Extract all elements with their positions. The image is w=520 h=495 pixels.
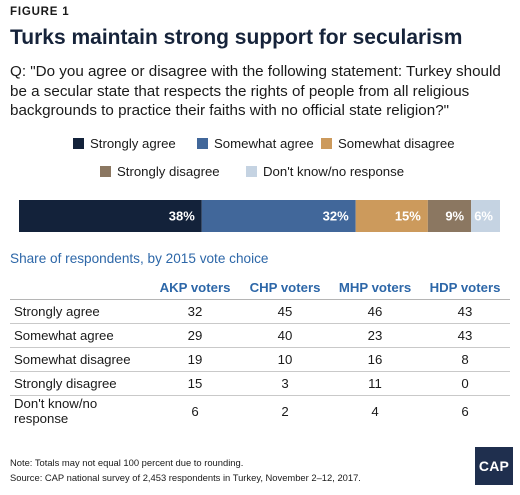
cap-logo: CAP [475, 447, 513, 485]
column-header-chp: CHP voters [249, 279, 321, 295]
legend-item-somewhat-disagree: Somewhat disagree [321, 136, 455, 151]
row-label: Strongly disagree [10, 371, 150, 396]
bar-segment-5 [471, 200, 500, 232]
column-header-akp: AKP voters [159, 279, 231, 295]
legend-swatch [321, 138, 332, 149]
stacked-bar-chart: 38% 32% 15% 9% 6% [19, 200, 500, 232]
legend-swatch [246, 166, 257, 177]
table-cell: 19 [150, 347, 240, 372]
table-cell: 40 [240, 323, 330, 348]
table-cell: 8 [420, 347, 510, 372]
bar-value-label-4: 9% [445, 209, 464, 224]
legend-label: Strongly disagree [117, 164, 220, 179]
legend-label: Somewhat disagree [338, 136, 455, 151]
bar-segment-1 [19, 200, 202, 232]
row-label: Somewhat agree [10, 323, 150, 348]
figure-label: FIGURE 1 [10, 6, 70, 18]
vote-choice-table: AKP voters CHP voters MHP voters HDP vot… [10, 275, 510, 426]
table-cell: 16 [330, 347, 420, 372]
row-label: Somewhat disagree [10, 347, 150, 372]
legend-item-strongly-agree: Strongly agree [73, 136, 176, 151]
chart-title: Turks maintain strong support for secula… [10, 26, 463, 49]
bar-segment-2 [201, 200, 356, 232]
table-cell: 0 [420, 371, 510, 396]
table-cell: 6 [420, 395, 510, 426]
note-text: Note: Totals may not equal 100 percent d… [10, 457, 244, 468]
row-label: Strongly agree [10, 299, 150, 324]
legend-label: Somewhat agree [214, 136, 314, 151]
legend-swatch [73, 138, 84, 149]
table-cell: 2 [240, 395, 330, 426]
legend-item-strongly-disagree: Strongly disagree [100, 164, 220, 179]
table-cell: 46 [330, 299, 420, 324]
table-row: Strongly disagree 15 3 11 0 [10, 371, 510, 396]
survey-question: Q: "Do you agree or disagree with the fo… [10, 63, 501, 119]
table-cell: 10 [240, 347, 330, 372]
table-cell: 11 [330, 371, 420, 396]
legend-label: Strongly agree [90, 136, 176, 151]
table-cell: 4 [330, 395, 420, 426]
table-row: Somewhat agree 29 40 23 43 [10, 323, 510, 348]
bar-segment-4 [427, 200, 472, 232]
table-row: Strongly agree 32 45 46 43 [10, 299, 510, 324]
table-cell: 29 [150, 323, 240, 348]
legend-swatch [100, 166, 111, 177]
row-label: Don't know/no response [10, 395, 150, 426]
table-row: Don't know/no response 6 2 4 6 [10, 395, 510, 426]
table-header-row: AKP voters CHP voters MHP voters HDP vot… [10, 275, 510, 300]
bar-segment-3 [355, 200, 428, 232]
bar-value-label-1: 38% [169, 209, 195, 224]
table-subtitle: Share of respondents, by 2015 vote choic… [10, 251, 269, 266]
bar-value-label-2: 32% [323, 209, 349, 224]
table-cell: 43 [420, 299, 510, 324]
source-text: Source: CAP national survey of 2,453 res… [10, 471, 361, 483]
column-header-mhp: MHP voters [338, 279, 412, 295]
table-cell: 3 [240, 371, 330, 396]
table-cell: 32 [150, 299, 240, 324]
legend-label: Don't know/no response [263, 164, 405, 179]
table-cell: 23 [330, 323, 420, 348]
table-corner [10, 275, 150, 300]
table-cell: 45 [240, 299, 330, 324]
bar-value-label-5: 6% [474, 209, 493, 224]
column-header-hdp: HDP voters [429, 279, 501, 295]
legend-item-somewhat-agree: Somewhat agree [197, 136, 314, 151]
table-cell: 15 [150, 371, 240, 396]
legend-swatch [197, 138, 208, 149]
footnotes: Note: Totals may not equal 100 percent d… [10, 456, 361, 485]
table-cell: 43 [420, 323, 510, 348]
legend-item-dont-know: Don't know/no response [246, 164, 404, 179]
bar-value-label-3: 15% [395, 209, 421, 224]
table-cell: 6 [150, 395, 240, 426]
table-row: Somewhat disagree 19 10 16 8 [10, 347, 510, 372]
